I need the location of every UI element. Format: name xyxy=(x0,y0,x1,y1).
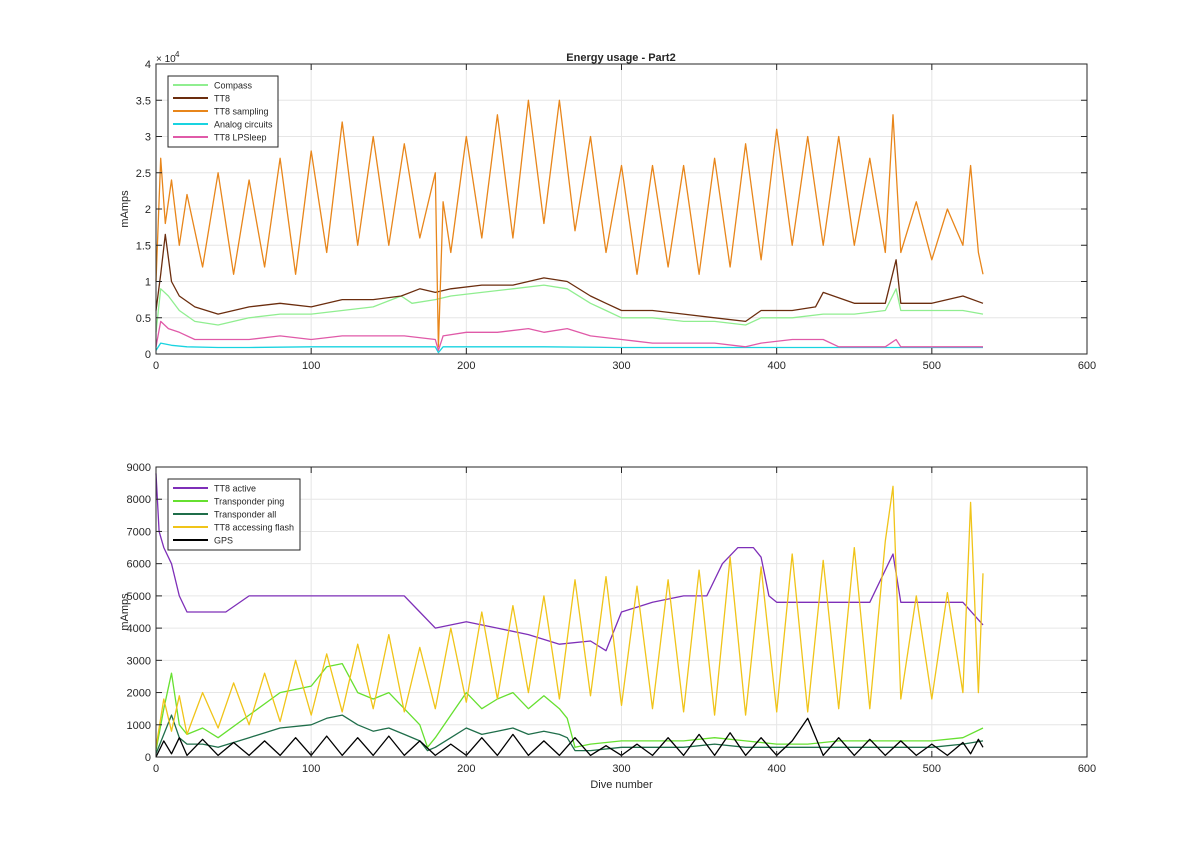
y-tick-label: 3000 xyxy=(127,655,151,667)
x-tick-label: 200 xyxy=(457,360,475,372)
x-tick-label: 500 xyxy=(923,360,941,372)
x-tick-label: 300 xyxy=(612,360,630,372)
legend-label: Analog circuits xyxy=(214,120,273,130)
y-tick-label: 0 xyxy=(145,752,151,764)
y-tick-label: 3.5 xyxy=(136,95,151,107)
legend-label: Transponder all xyxy=(214,510,276,520)
y-exponent-power: 4 xyxy=(175,50,180,59)
series-line-tt8-sampling xyxy=(155,99,984,348)
x-axis-label: Dive number xyxy=(590,779,653,791)
y-tick-label: 1 xyxy=(145,277,151,289)
y-tick-label: 2.5 xyxy=(136,168,151,180)
x-tick-label: 200 xyxy=(457,763,475,775)
y-tick-label: 8000 xyxy=(127,494,151,506)
series-line-gps xyxy=(155,717,984,758)
series-line-analog-circuits xyxy=(155,342,983,354)
x-tick-label: 400 xyxy=(767,763,785,775)
y-tick-label: 0.5 xyxy=(136,313,151,325)
legend-label: GPS xyxy=(214,536,233,546)
figure-title: Energy usage - Part2 xyxy=(566,52,675,64)
legend-label: TT8 sampling xyxy=(214,107,269,117)
y-tick-label: 4 xyxy=(145,59,151,71)
x-tick-label: 600 xyxy=(1078,763,1096,775)
series-line-tt8 xyxy=(155,233,984,323)
x-tick-label: 0 xyxy=(153,763,159,775)
series-line-tt8-active xyxy=(155,473,984,652)
y-tick-label: 6000 xyxy=(127,559,151,571)
legend-label: TT8 LPSleep xyxy=(214,133,267,143)
y-axis-label: mAmps xyxy=(119,190,131,228)
x-tick-label: 100 xyxy=(302,763,320,775)
y-tick-label: 3 xyxy=(145,132,151,144)
x-tick-label: 600 xyxy=(1078,360,1096,372)
x-tick-label: 500 xyxy=(923,763,941,775)
series-line-transponder-all xyxy=(155,714,984,755)
legend-label: TT8 xyxy=(214,94,230,104)
x-tick-label: 400 xyxy=(767,360,785,372)
series-line-compass xyxy=(155,284,984,333)
y-tick-label: 7000 xyxy=(127,526,151,538)
x-tick-label: 100 xyxy=(302,360,320,372)
y-tick-label: 5000 xyxy=(127,591,151,603)
y-tick-label: 4000 xyxy=(127,623,151,635)
legend-label: TT8 accessing flash xyxy=(214,523,294,533)
y-tick-label: 1.5 xyxy=(136,240,151,252)
legend-label: TT8 active xyxy=(214,484,256,494)
series-line-tt8-lpsleep xyxy=(155,320,983,352)
y-axis-label: mAmps xyxy=(119,593,131,631)
series-line-transponder-ping xyxy=(155,662,984,751)
y-tick-label: 1000 xyxy=(127,720,151,732)
y-tick-label: 2000 xyxy=(127,688,151,700)
legend-label: Compass xyxy=(214,81,253,91)
bottom-chart: 0 100 200 300 400 500 600010002000300040005000… xyxy=(119,462,1096,791)
x-tick-label: 0 xyxy=(153,360,159,372)
y-tick-label: 9000 xyxy=(127,462,151,474)
y-tick-label: 2 xyxy=(145,204,151,216)
series-line-tt8-accessing-flash xyxy=(155,485,984,748)
legend-label: Transponder ping xyxy=(214,497,284,507)
y-exponent-label: × 10 xyxy=(156,54,176,65)
x-tick-label: 300 xyxy=(612,763,630,775)
y-tick-label: 0 xyxy=(145,349,151,361)
